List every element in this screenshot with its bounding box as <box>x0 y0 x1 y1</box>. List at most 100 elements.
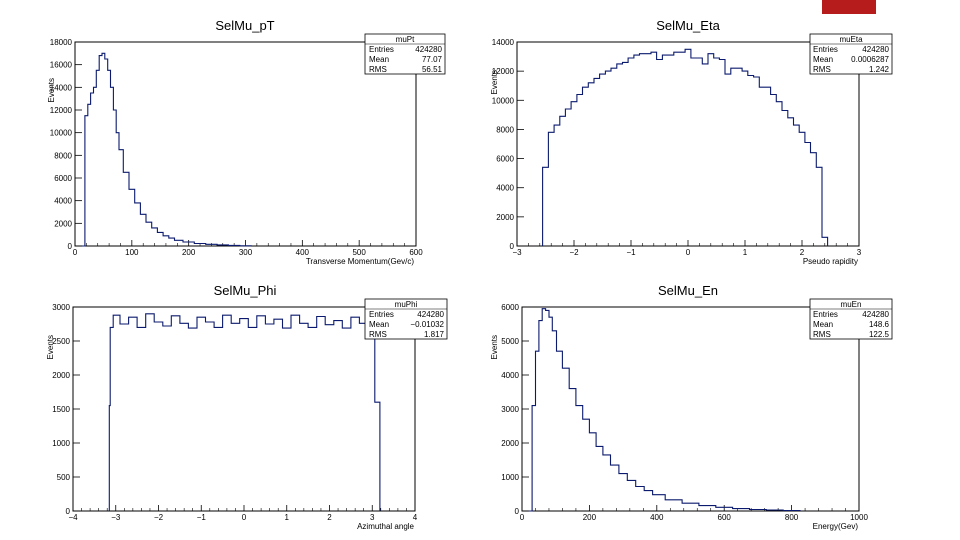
stats-label-entries: Entries <box>813 310 838 319</box>
stats-label-rms: RMS <box>813 65 831 74</box>
stats-name: muPt <box>396 35 415 44</box>
y-tick-label: 500 <box>57 473 71 482</box>
axis-ticks: −3 −2 −1 0 1 2 3 0 2000 4000 6000 8000 10000 12000 140… <box>492 38 862 257</box>
y-tick-label: 0 <box>66 507 71 516</box>
x-axis-label: Energy(Gev) <box>813 522 859 531</box>
x-tick-label: 200 <box>182 248 196 257</box>
y-tick-label: 1500 <box>52 405 70 414</box>
y-tick-label: 2000 <box>496 213 514 222</box>
chart-title: SelMu_Eta <box>656 18 720 33</box>
x-axis-label: Azimuthal angle <box>357 522 414 531</box>
stats-value-rms: 1.242 <box>869 65 890 74</box>
x-tick-label: 400 <box>650 513 664 522</box>
x-tick-label: −1 <box>626 248 636 257</box>
x-tick-label: 4 <box>413 513 418 522</box>
panel-selmu-eta: SelMu_Eta Events Pseudo rapidity −3 −2 −1 0… <box>490 18 893 266</box>
histogram-line-muPhi <box>108 313 381 511</box>
x-tick-label: 1 <box>285 513 290 522</box>
stats-box: muEta Entries 424280 Mean 0.0006287 RMS … <box>809 33 893 75</box>
y-tick-label: 6000 <box>54 174 72 183</box>
x-tick-label: 1 <box>743 248 748 257</box>
y-axis-label: Events <box>46 335 55 359</box>
y-tick-label: 0 <box>510 242 515 251</box>
y-tick-label: 12000 <box>50 106 73 115</box>
x-tick-label: 0 <box>520 513 525 522</box>
stats-name: muPhi <box>395 300 418 309</box>
y-tick-label: 4000 <box>501 371 519 380</box>
x-tick-label: −1 <box>197 513 207 522</box>
x-tick-label: 500 <box>352 248 366 257</box>
x-tick-label: 300 <box>239 248 253 257</box>
y-tick-label: 5000 <box>501 337 519 346</box>
y-tick-label: 0 <box>68 242 73 251</box>
stats-name: muEn <box>841 300 862 309</box>
x-axis-label: Pseudo rapidity <box>803 257 858 266</box>
x-tick-label: −4 <box>68 513 78 522</box>
x-tick-label: 0 <box>73 248 78 257</box>
x-tick-label: 400 <box>296 248 310 257</box>
x-tick-label: 200 <box>583 513 597 522</box>
y-tick-label: 10000 <box>492 96 515 105</box>
stats-label-mean: Mean <box>369 320 389 329</box>
x-tick-label: 2 <box>800 248 805 257</box>
y-tick-label: 6000 <box>496 155 514 164</box>
x-tick-label: 600 <box>409 248 423 257</box>
stats-value-mean: 148.6 <box>869 320 890 329</box>
stats-value-rms: 1.817 <box>424 330 445 339</box>
stats-box: muPhi Entries 424280 Mean −0.01032 RMS 1… <box>364 298 448 340</box>
y-tick-label: 0 <box>515 507 520 516</box>
x-tick-label: −3 <box>111 513 121 522</box>
panel-selmu-en: SelMu_En Events Energy(Gev) 0 200 400 600 80… <box>490 283 893 531</box>
x-tick-label: 0 <box>686 248 691 257</box>
y-tick-label: 1000 <box>501 473 519 482</box>
panel-selmu-pt: SelMu_pT Events Transverse Momentum(Gev/… <box>47 18 446 266</box>
y-tick-label: 12000 <box>492 67 515 76</box>
stats-value-rms: 56.51 <box>422 65 443 74</box>
x-tick-label: 3 <box>857 248 862 257</box>
x-tick-label: −2 <box>154 513 164 522</box>
y-tick-label: 14000 <box>492 38 515 47</box>
x-tick-label: 800 <box>785 513 799 522</box>
stats-value-entries: 424280 <box>862 45 889 54</box>
y-tick-label: 3000 <box>501 405 519 414</box>
axis-ticks: −4 −3 −2 −1 0 1 2 3 4 0 500 1000 1500 2000 2500 3000 <box>52 303 418 522</box>
histogram-line-muPt <box>82 52 252 247</box>
stats-value-mean: −0.01032 <box>410 320 444 329</box>
chart-title: SelMu_En <box>658 283 718 298</box>
y-tick-label: 3000 <box>52 303 70 312</box>
y-tick-label: 1000 <box>52 439 70 448</box>
x-tick-label: 100 <box>125 248 139 257</box>
accent-tab <box>822 0 876 14</box>
stats-label-entries: Entries <box>369 310 394 319</box>
stats-value-entries: 424280 <box>417 310 444 319</box>
chart-title: SelMu_Phi <box>214 283 277 298</box>
stats-name: muEta <box>839 35 863 44</box>
axis-ticks: 0 100 200 300 400 500 600020004000600080001000… <box>50 38 423 257</box>
y-tick-label: 2500 <box>52 337 70 346</box>
stats-value-mean: 0.0006287 <box>851 55 889 64</box>
stats-value-entries: 424280 <box>415 45 442 54</box>
stats-box: muEn Entries 424280 Mean 148.6 RMS 122.5 <box>809 298 893 340</box>
plot-frame <box>521 306 860 512</box>
panel-selmu-phi: SelMu_Phi Events Azimuthal angle −4 −3 −2 −… <box>46 283 448 531</box>
y-axis-label: Events <box>490 70 499 94</box>
y-tick-label: 18000 <box>50 38 73 47</box>
stats-value-mean: 77.07 <box>422 55 443 64</box>
stats-box-frame <box>364 298 448 340</box>
y-tick-label: 4000 <box>496 184 514 193</box>
stats-label-rms: RMS <box>369 65 387 74</box>
y-axis-label: Events <box>47 78 56 102</box>
stats-label-mean: Mean <box>369 55 389 64</box>
stats-value-entries: 424280 <box>862 310 889 319</box>
y-tick-label: 8000 <box>496 125 514 134</box>
x-tick-label: −3 <box>512 248 522 257</box>
x-tick-label: 1000 <box>850 513 868 522</box>
stats-label-entries: Entries <box>369 45 394 54</box>
chart-title: SelMu_pT <box>215 18 274 33</box>
plot-frame <box>516 41 860 247</box>
y-tick-label: 16000 <box>50 61 73 70</box>
y-axis-label: Events <box>490 335 499 359</box>
stats-box-frame <box>809 298 893 340</box>
y-tick-label: 8000 <box>54 151 72 160</box>
